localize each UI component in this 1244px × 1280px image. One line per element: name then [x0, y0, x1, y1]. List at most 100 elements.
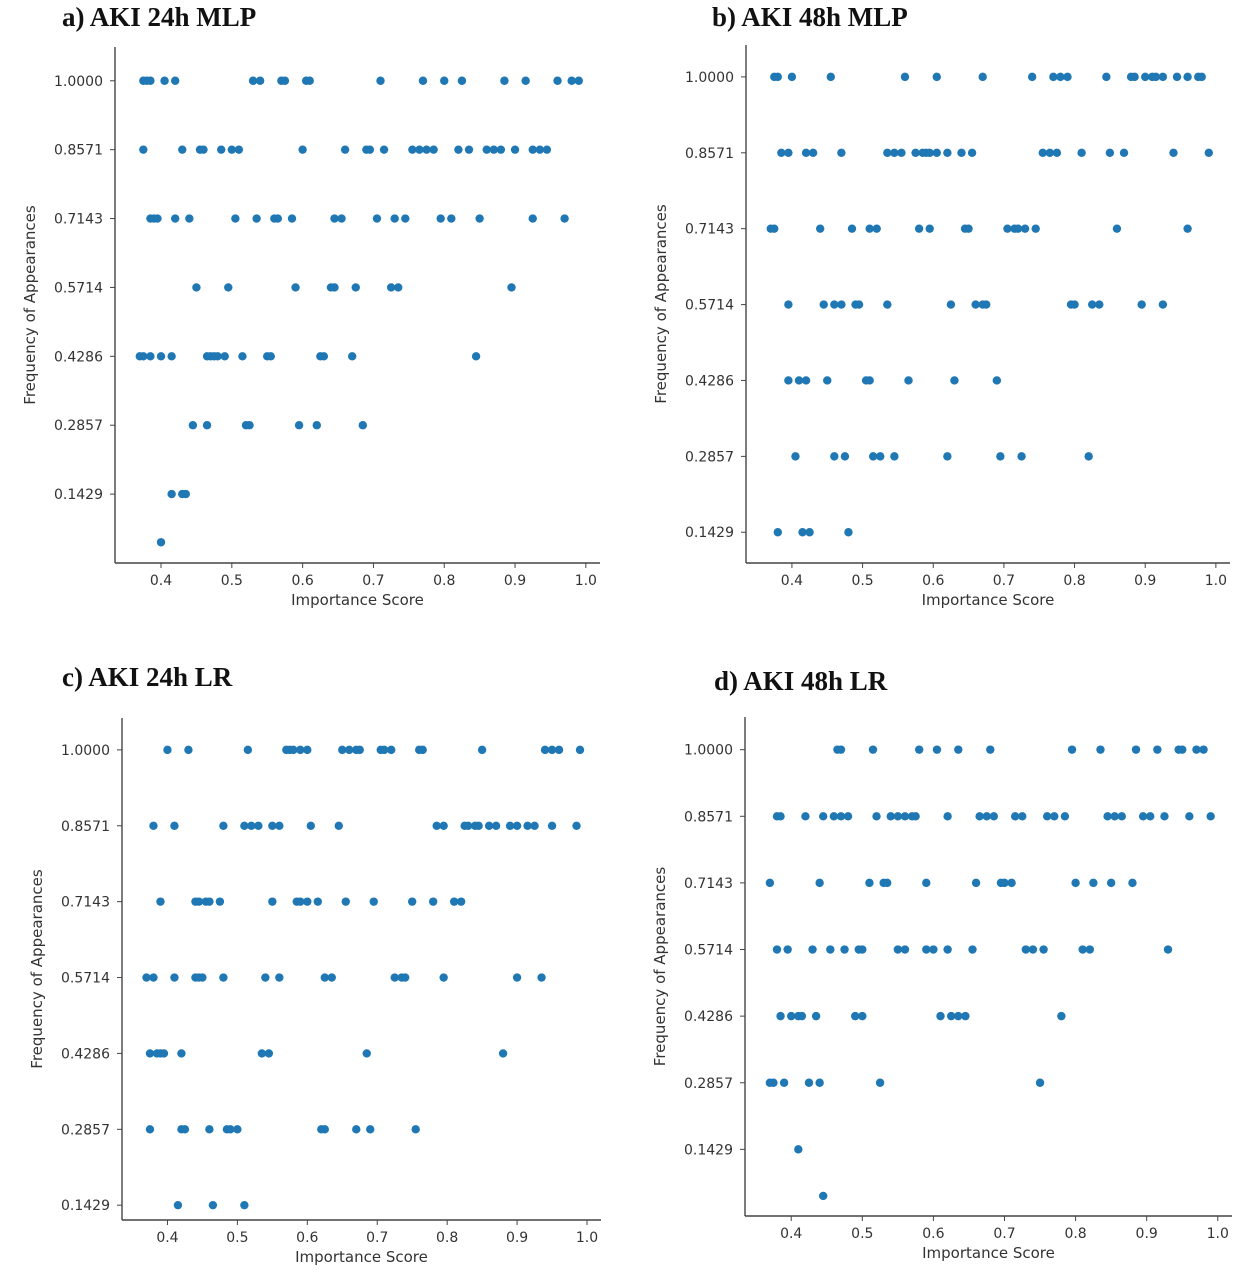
y-tick-label: 0.8571 — [54, 143, 103, 159]
scatter-point — [1172, 72, 1182, 82]
scatter-point — [1128, 878, 1137, 888]
x-tick-label: 0.8 — [436, 1230, 458, 1246]
scatter-point — [215, 897, 225, 906]
scatter-plot-a: 0.4 0.5 0.6 0.7 0.8 0.9 1.0 0.1429 0.2857 0.4286 0… — [21, 47, 600, 609]
x-tick-label: 0.7 — [366, 1230, 388, 1246]
y-tick-label: 0.2857 — [685, 449, 734, 465]
scatter-point — [1158, 300, 1168, 309]
scatter-point — [982, 300, 991, 309]
scatter-point — [429, 145, 438, 154]
y-tick-label: 0.7143 — [61, 895, 110, 911]
y-tick-label: 0.8571 — [684, 809, 733, 825]
y-axis-label: Frequency of Appearances — [28, 869, 46, 1069]
scatter-point — [273, 214, 283, 223]
scatter-point — [1028, 945, 1038, 954]
scatter-point — [554, 745, 564, 755]
scatter-point — [784, 148, 793, 157]
scatter-point — [491, 821, 501, 830]
x-tick-label: 0.5 — [851, 573, 873, 589]
scatter-point — [770, 224, 779, 233]
scatter-point — [1007, 878, 1016, 888]
scatter-point — [394, 283, 403, 292]
y-axis-label: Frequency of Appearances — [21, 205, 39, 405]
scatter-point — [184, 745, 193, 755]
y-tick-label: 0.4286 — [61, 1046, 110, 1062]
x-tick-label: 1.0 — [576, 1230, 598, 1246]
scatter-point — [528, 214, 537, 223]
scatter-point — [1112, 224, 1122, 233]
scatter-point — [890, 452, 899, 461]
scatter-point — [900, 72, 910, 82]
scatter-point — [146, 352, 155, 361]
scatter-point — [1045, 148, 1055, 157]
scatter-point — [139, 352, 148, 361]
scatter-point — [986, 745, 995, 754]
scatter-point — [275, 973, 284, 982]
scatter-point — [1199, 745, 1208, 754]
scatter-point — [1169, 148, 1178, 157]
y-tick-label: 0.4286 — [685, 373, 734, 389]
scatter-point — [537, 973, 546, 982]
x-tick-label: 0.7 — [362, 573, 384, 589]
scatter-point — [257, 1049, 267, 1058]
y-tick-label: 0.5714 — [61, 971, 110, 987]
scatter-point — [574, 76, 583, 85]
scatter-point — [872, 812, 881, 821]
scatter-point — [170, 214, 180, 223]
scatter-point — [787, 1011, 796, 1021]
x-tick-label: 0.5 — [221, 573, 243, 589]
scatter-point — [1042, 812, 1052, 821]
y-tick-label: 0.1429 — [54, 487, 103, 503]
x-tick-label: 0.5 — [851, 1226, 873, 1242]
scatter-point — [1146, 812, 1155, 821]
scatter-point — [401, 214, 410, 223]
scatter-point — [500, 76, 509, 85]
scatter-point — [436, 214, 445, 223]
scatter-point — [1192, 745, 1201, 754]
scatter-point — [872, 224, 881, 233]
scatter-point — [1110, 812, 1119, 821]
x-axis-label: Importance Score — [291, 591, 424, 609]
scatter-point — [971, 878, 981, 888]
scatter-point — [819, 300, 828, 309]
scatter-point — [456, 897, 466, 906]
scatter-point — [784, 376, 793, 385]
scatter-point — [811, 1011, 821, 1021]
scatter-point — [914, 745, 924, 754]
scatter-point — [1106, 878, 1116, 888]
scatter-point — [219, 821, 228, 830]
scatter-point — [1102, 72, 1111, 82]
scatter-point — [865, 376, 874, 385]
scatter-point — [205, 897, 214, 906]
scatter-point — [961, 1011, 970, 1021]
scatter-point — [366, 1125, 375, 1134]
scatter-point — [826, 72, 835, 82]
scatter-point — [1020, 224, 1030, 233]
scatter-point — [1204, 148, 1214, 157]
scatter-point — [560, 214, 569, 223]
scatter-point — [575, 745, 585, 755]
scatter-point — [801, 812, 810, 821]
scatter-point — [932, 745, 942, 754]
scatter-point — [837, 148, 846, 157]
scatter-point — [971, 300, 980, 309]
scatter-point — [794, 376, 804, 385]
scatter-point — [296, 897, 305, 906]
scatter-point — [968, 945, 977, 954]
scatter-point — [943, 452, 952, 461]
scatter-point — [167, 352, 176, 361]
scatter-point — [471, 352, 481, 361]
scatter-point — [783, 945, 792, 954]
scatter-point — [801, 376, 811, 385]
scatter-point — [932, 72, 941, 82]
scatter-point — [245, 421, 254, 430]
scatter-point — [432, 821, 441, 830]
y-tick-label: 0.1429 — [685, 525, 734, 541]
scatter-point — [1151, 72, 1161, 82]
scatter-point — [1197, 72, 1206, 82]
scatter-point — [298, 145, 307, 154]
scatter-point — [954, 1011, 963, 1021]
x-tick-label: 0.6 — [922, 1226, 944, 1242]
scatter-point — [547, 745, 557, 755]
x-tick-label: 0.4 — [781, 573, 803, 589]
